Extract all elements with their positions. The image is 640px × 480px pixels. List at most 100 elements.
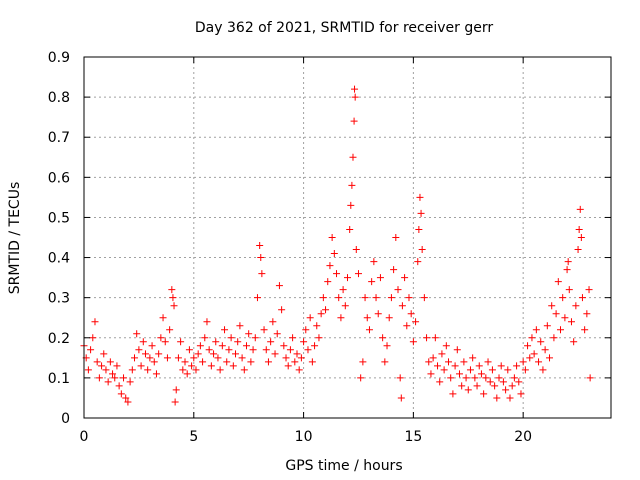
- data-point: [415, 225, 423, 233]
- data-point: [315, 334, 323, 342]
- data-point: [98, 362, 106, 370]
- data-point: [475, 362, 483, 370]
- data-point: [324, 278, 332, 286]
- data-point: [262, 346, 270, 354]
- data-point: [133, 330, 141, 338]
- plot-frame: [83, 56, 612, 419]
- tick-marks: [83, 56, 611, 419]
- data-point: [166, 326, 174, 334]
- data-point: [376, 274, 384, 282]
- data-point: [383, 342, 391, 350]
- data-point: [351, 93, 359, 101]
- data-point: [464, 386, 472, 394]
- data-point: [484, 358, 492, 366]
- data-point: [515, 378, 523, 386]
- data-point: [111, 374, 119, 382]
- data-point: [578, 294, 586, 302]
- data-point: [174, 354, 182, 362]
- data-point: [120, 374, 128, 382]
- data-point: [440, 366, 448, 374]
- data-point: [159, 314, 167, 322]
- data-point: [278, 306, 286, 314]
- data-point: [148, 342, 156, 350]
- chart-title: Day 362 of 2021, SRMTID for receiver ger…: [195, 20, 493, 36]
- data-point: [335, 294, 343, 302]
- data-point: [482, 374, 490, 382]
- data-point: [423, 334, 431, 342]
- data-point: [236, 322, 244, 330]
- data-point: [128, 366, 136, 374]
- data-point: [238, 354, 246, 362]
- data-point: [135, 346, 143, 354]
- data-point: [157, 334, 165, 342]
- x-tick-label: 5: [189, 429, 198, 445]
- data-point: [122, 394, 130, 402]
- data-point: [546, 354, 554, 362]
- data-point: [194, 350, 202, 358]
- data-point: [359, 358, 367, 366]
- data-point: [170, 302, 178, 310]
- data-point: [106, 358, 114, 366]
- data-point: [502, 386, 510, 394]
- data-point: [396, 374, 404, 382]
- data-point: [232, 350, 240, 358]
- data-point: [161, 338, 169, 346]
- data-point: [311, 342, 319, 350]
- data-point: [337, 314, 345, 322]
- data-point: [425, 358, 433, 366]
- data-point: [548, 302, 556, 310]
- data-point: [390, 266, 398, 274]
- data-point: [347, 201, 355, 209]
- data-point: [385, 314, 393, 322]
- data-point: [418, 246, 426, 254]
- data-point: [322, 306, 330, 314]
- x-tick-label: 0: [80, 429, 89, 445]
- data-point: [326, 262, 334, 270]
- data-point: [499, 378, 507, 386]
- data-point: [427, 370, 435, 378]
- data-point: [349, 153, 357, 161]
- data-point: [313, 322, 321, 330]
- data-point: [550, 334, 558, 342]
- data-point: [245, 330, 253, 338]
- data-point: [273, 330, 281, 338]
- data-point: [392, 234, 400, 241]
- data-point: [572, 302, 580, 310]
- data-point: [420, 294, 428, 302]
- data-point: [585, 286, 593, 294]
- data-point: [300, 338, 308, 346]
- data-point: [581, 326, 589, 334]
- data-point: [295, 366, 303, 374]
- data-point: [87, 346, 95, 354]
- data-point: [207, 362, 215, 370]
- data-point: [401, 274, 409, 282]
- data-point: [188, 362, 196, 370]
- data-point: [247, 358, 255, 366]
- data-point: [234, 338, 242, 346]
- data-point: [458, 382, 466, 390]
- y-tick-label: 0.6: [48, 170, 70, 186]
- data-point: [455, 370, 463, 378]
- data-point: [535, 358, 543, 366]
- data-point: [152, 370, 160, 378]
- data-point: [521, 366, 529, 374]
- y-tick-label: 0: [61, 411, 70, 427]
- data-point: [354, 270, 362, 278]
- data-point: [221, 326, 229, 334]
- data-point: [113, 362, 121, 370]
- data-point: [297, 354, 305, 362]
- data-point: [137, 362, 145, 370]
- data-point: [513, 362, 521, 370]
- data-point: [445, 358, 453, 366]
- data-point: [350, 117, 358, 125]
- data-point: [163, 354, 171, 362]
- data-point: [214, 354, 222, 362]
- data-point: [185, 346, 193, 354]
- y-tick-label: 0.2: [48, 331, 70, 347]
- data-points: [80, 85, 594, 406]
- x-tick-label: 20: [514, 429, 532, 445]
- data-point: [102, 366, 110, 374]
- data-point: [249, 346, 257, 354]
- x-tick-label: 15: [404, 429, 422, 445]
- data-point: [227, 334, 235, 342]
